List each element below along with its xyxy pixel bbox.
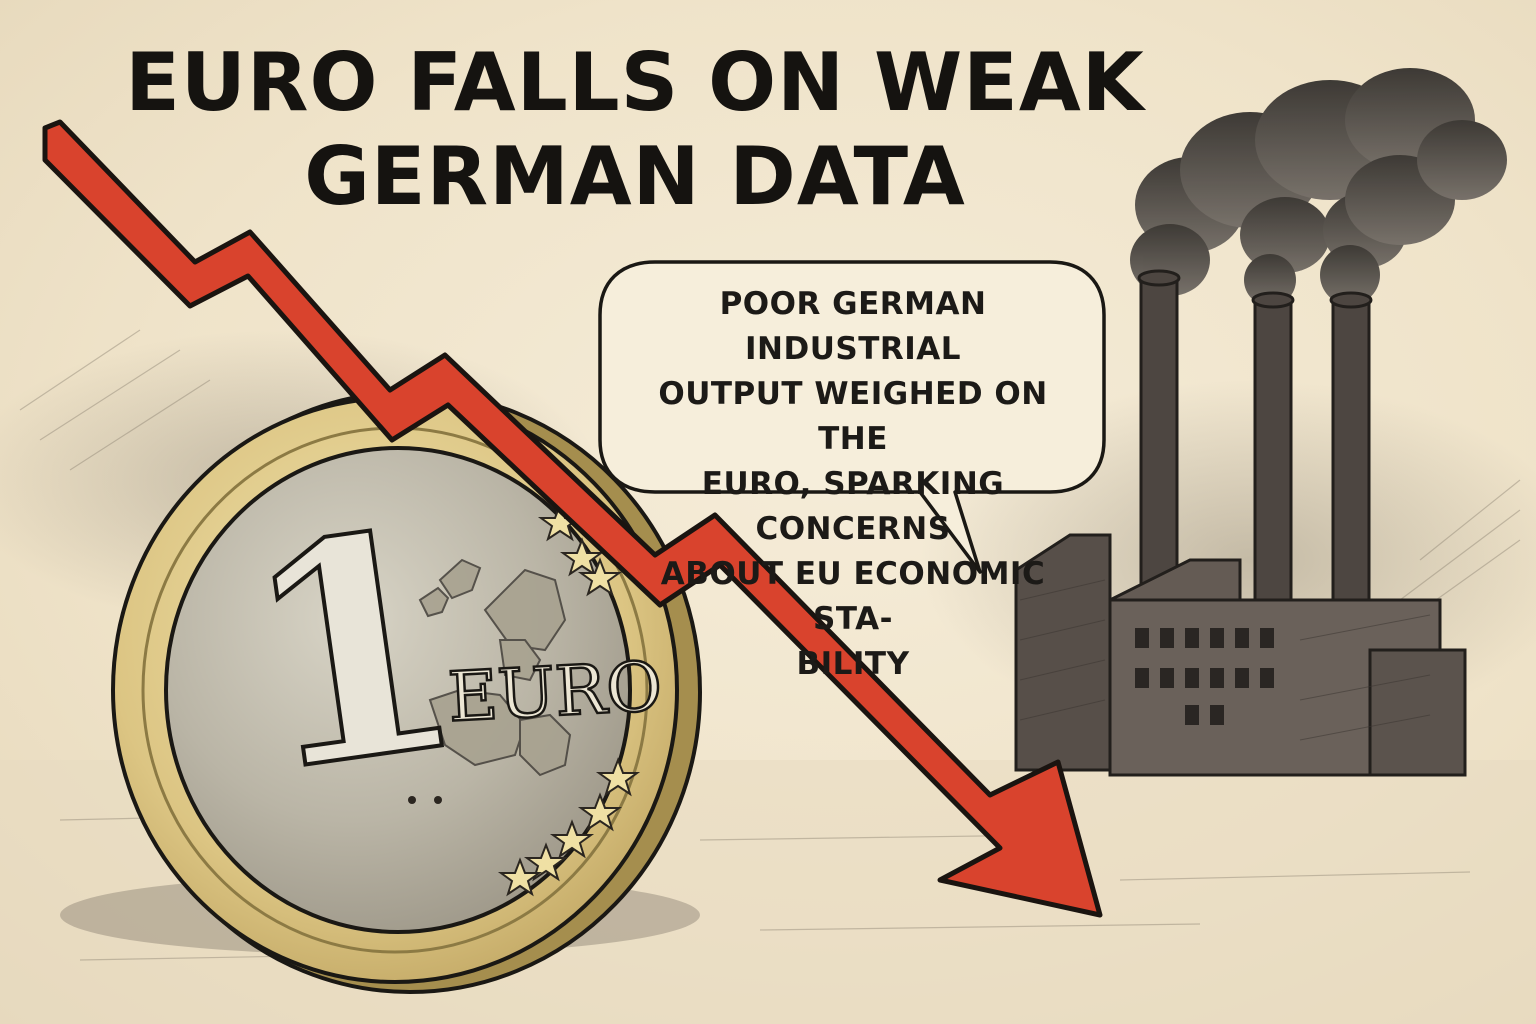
bubble-line-5: BILITY — [796, 646, 910, 682]
coin-denomination: 1 — [225, 462, 481, 841]
smoke-clouds — [1130, 68, 1507, 306]
headline-line-2: GERMAN DATA — [304, 130, 966, 223]
falling-trend-arrow-icon — [42, 119, 1103, 918]
bubble-line-1: POOR GERMAN INDUSTRIAL — [719, 286, 987, 367]
bubble-line-2: OUTPUT WEIGHED ON THE — [658, 376, 1048, 457]
speech-bubble-text: POOR GERMAN INDUSTRIAL OUTPUT WEIGHED ON… — [618, 282, 1088, 687]
speech-bubble — [598, 260, 1106, 574]
bubble-line-3: EURO, SPARKING CONCERNS — [701, 466, 1005, 547]
factory-icon — [1014, 68, 1507, 777]
coin-currency-label: EURO — [446, 648, 664, 738]
bubble-line-4: ABOUT EU ECONOMIC STA- — [660, 556, 1046, 637]
headline: EURO FALLS ON WEAK GERMAN DATA — [0, 36, 1270, 224]
euro-coin-icon: 1 EURO — [60, 390, 702, 994]
headline-line-1: EURO FALLS ON WEAK — [125, 36, 1145, 129]
